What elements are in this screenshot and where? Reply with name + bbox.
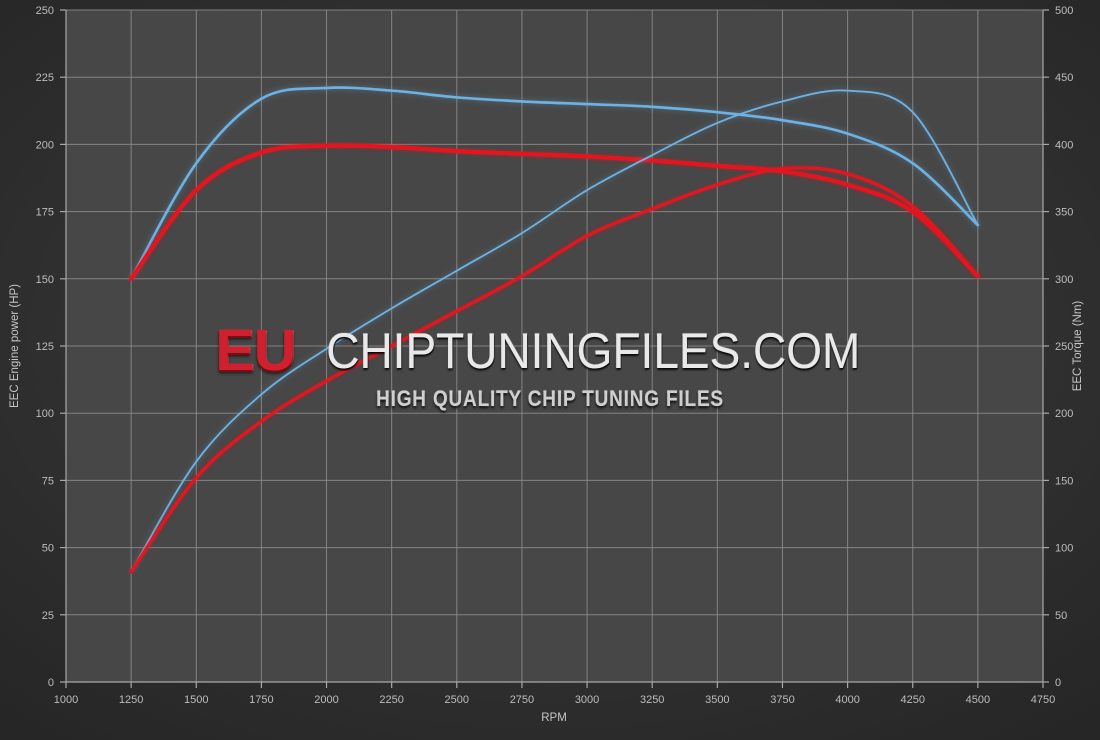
right-axis-title: EEC Torque (Nm)	[1072, 301, 1084, 392]
y-tick-label: 175	[36, 207, 54, 219]
y2-tick-label: 350	[1055, 207, 1073, 219]
x-axis-ticks: 1000 1250 1500 1750 2000 2250 2500 2750 3000 3250…	[54, 682, 1055, 706]
y2-tick-label: 100	[1055, 543, 1073, 555]
x-tick-label: 4500	[966, 694, 990, 706]
x-tick-label: 1750	[249, 694, 273, 706]
x-axis-title: RPM	[541, 712, 567, 724]
y-tick-label: 25	[42, 610, 54, 622]
y2-tick-label: 300	[1055, 274, 1073, 286]
x-tick-label: 3000	[575, 694, 599, 706]
series-line	[130, 89, 979, 573]
x-tick-label: 3250	[640, 694, 664, 706]
x-tick-label: 4250	[900, 694, 924, 706]
y2-tick-label: 50	[1055, 610, 1067, 622]
y-tick-label: 100	[36, 408, 54, 420]
series-line	[129, 143, 980, 281]
y-tick-label: 250	[36, 5, 54, 17]
y2-tick-label: 400	[1055, 139, 1073, 151]
left-axis-ticks: 0 25 50 75 100 125 150 175 200 225 250	[36, 5, 66, 689]
right-axis-ticks: 0 50 100 150 200 250 300 350 400 450 500	[1043, 5, 1073, 689]
left-axis-title: EEC Engine power (HP)	[9, 284, 21, 408]
y2-tick-label: 500	[1055, 5, 1073, 17]
x-tick-label: 2500	[445, 694, 469, 706]
series-line	[129, 86, 980, 281]
x-tick-label: 4000	[835, 694, 859, 706]
x-tick-label: 1500	[184, 694, 208, 706]
x-tick-label: 2000	[314, 694, 338, 706]
y2-tick-label: 150	[1055, 475, 1073, 487]
x-tick-label: 1000	[54, 694, 78, 706]
y-tick-label: 50	[42, 543, 54, 555]
y-tick-label: 200	[36, 139, 54, 151]
y2-tick-label: 250	[1055, 341, 1073, 353]
x-tick-label: 3750	[770, 694, 794, 706]
y2-tick-label: 450	[1055, 72, 1073, 84]
y-tick-label: 75	[42, 475, 54, 487]
horizontal-gridlines	[66, 9, 1043, 683]
series-line	[129, 166, 980, 574]
y-tick-label: 225	[36, 72, 54, 84]
y-tick-label: 0	[48, 677, 54, 689]
y-tick-label: 150	[36, 274, 54, 286]
x-tick-label: 1250	[119, 694, 143, 706]
x-tick-label: 2250	[379, 694, 403, 706]
series-curves	[129, 86, 980, 574]
x-tick-label: 3500	[705, 694, 729, 706]
x-tick-label: 4750	[1031, 694, 1055, 706]
x-tick-label: 2750	[510, 694, 534, 706]
y2-tick-label: 200	[1055, 408, 1073, 420]
y2-tick-label: 0	[1055, 677, 1061, 689]
y-tick-label: 125	[36, 341, 54, 353]
